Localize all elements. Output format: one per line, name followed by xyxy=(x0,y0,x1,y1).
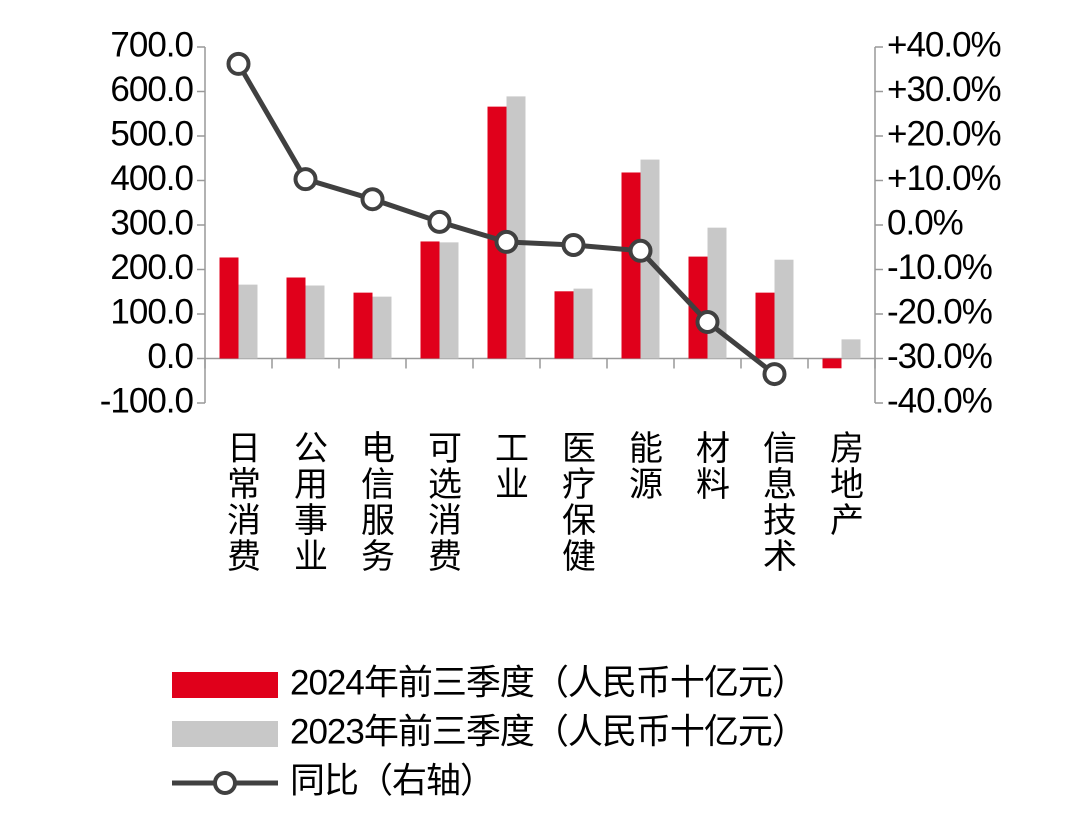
x-tick-label: 信息技术 xyxy=(758,430,796,574)
legend-swatch xyxy=(213,771,237,795)
y-tick-label: 0.0 xyxy=(147,337,193,376)
bar xyxy=(353,292,373,359)
y-tick-label: 500.0 xyxy=(110,114,193,153)
y2-tick-label: +30.0% xyxy=(887,70,1001,109)
legend-label: 2023年前三季度（人民币十亿元） xyxy=(290,712,806,751)
line-point xyxy=(561,233,586,258)
x-tick-label: 房地产 xyxy=(825,430,863,538)
bar xyxy=(573,288,593,359)
line-point xyxy=(695,310,720,335)
bar xyxy=(554,291,574,359)
x-tick-label: 电信服务 xyxy=(356,430,394,574)
y-tick-label: 700.0 xyxy=(110,25,193,64)
x-tick-label: 公用事业 xyxy=(289,430,327,574)
y-tick-label: 100.0 xyxy=(110,292,193,331)
x-tick-label: 能源 xyxy=(624,430,662,502)
legend-label: 同比（右轴） xyxy=(290,761,494,800)
bar xyxy=(305,285,325,359)
bar xyxy=(372,296,392,359)
bar xyxy=(755,292,775,359)
x-tick-label: 可选消费 xyxy=(423,430,461,574)
x-tick-label: 日常消费 xyxy=(222,430,260,574)
y-tick-label: 600.0 xyxy=(110,70,193,109)
line-point xyxy=(628,238,653,263)
y2-tick-label: +20.0% xyxy=(887,114,1001,153)
y2-tick-label: -20.0% xyxy=(887,292,992,331)
line-point xyxy=(494,229,519,254)
bar xyxy=(219,257,239,359)
bar xyxy=(621,172,641,359)
x-tick-label: 医疗保健 xyxy=(557,430,596,574)
y2-tick-label: +10.0% xyxy=(887,159,1001,198)
line-point xyxy=(226,51,251,76)
y-tick-label: 400.0 xyxy=(110,159,193,198)
legend-swatch xyxy=(172,721,278,747)
bar xyxy=(822,358,842,369)
y-tick-label: 300.0 xyxy=(110,203,193,242)
bar xyxy=(506,96,526,359)
line-point xyxy=(762,362,787,387)
bar xyxy=(707,227,727,359)
line-point xyxy=(427,209,452,234)
y2-tick-label: -30.0% xyxy=(887,337,992,376)
y-tick-label: 200.0 xyxy=(110,248,193,287)
legend-label: 2024年前三季度（人民币十亿元） xyxy=(290,663,806,702)
line-point xyxy=(293,167,318,192)
legend-swatch xyxy=(172,672,278,698)
bar xyxy=(439,242,459,359)
bar xyxy=(420,241,440,359)
bar xyxy=(238,284,258,359)
bar xyxy=(841,339,861,359)
y2-tick-label: -10.0% xyxy=(887,248,992,287)
y2-tick-label: 0.0% xyxy=(887,203,963,242)
x-tick-label: 材料 xyxy=(691,430,730,502)
line-point xyxy=(360,187,385,212)
bar xyxy=(487,106,507,359)
bar xyxy=(286,277,306,359)
y2-tick-label: -40.0% xyxy=(887,381,992,420)
y-tick-label: -100.0 xyxy=(100,381,194,420)
bar xyxy=(774,259,794,359)
x-tick-label: 工业 xyxy=(490,430,528,502)
y2-tick-label: +40.0% xyxy=(887,25,1001,64)
